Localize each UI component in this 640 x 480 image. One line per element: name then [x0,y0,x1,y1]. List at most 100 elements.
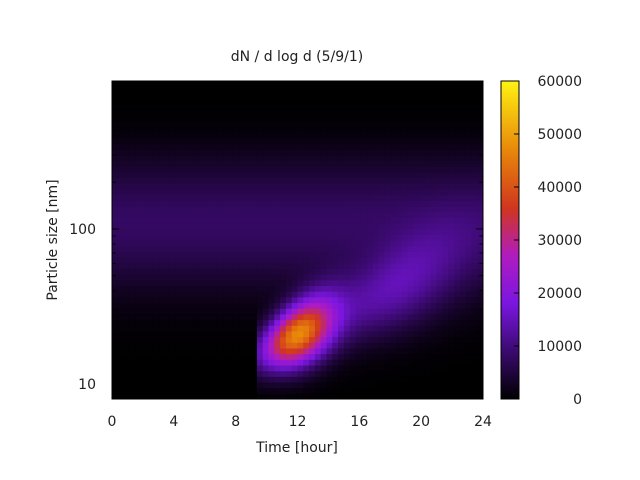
heatmap-cell [227,154,235,162]
heatmap-cell [430,98,438,105]
heatmap-cell [187,205,194,213]
heatmap-cell [146,149,154,156]
heatmap-cell [471,330,478,338]
heatmap-cell [274,364,281,372]
heatmap-cell [442,296,449,304]
heatmap-cell [378,319,386,326]
heatmap-cell [164,103,171,110]
heatmap-cell [407,330,415,338]
heatmap-cell [251,268,258,275]
heatmap-cell [355,370,362,377]
heatmap-cell [216,387,223,394]
heatmap-cell [164,205,171,213]
heatmap-cell [175,262,183,269]
heatmap-cell [419,353,426,360]
heatmap-cell [262,268,270,275]
heatmap-cell [210,313,217,321]
heatmap-cell [291,200,299,207]
heatmap-cell [477,194,483,201]
heatmap-cell [251,171,258,179]
heatmap-cell [314,330,322,338]
heatmap-cell [256,120,264,128]
heatmap-cell [430,86,438,93]
heatmap-cell [135,137,142,145]
heatmap-cell [239,103,246,110]
heatmap-cell [146,387,154,394]
heatmap-cell [390,217,397,224]
heatmap-cell [285,211,293,218]
heatmap-cell [262,376,270,383]
heatmap-cell [222,381,229,389]
heatmap-cell [396,166,403,173]
heatmap-cell [465,302,473,309]
heatmap-cell [442,92,449,99]
heatmap-cell [378,154,386,162]
heatmap-cell [181,325,188,332]
heatmap-cell [465,296,473,304]
heatmap-cell [187,194,194,201]
heatmap-cell [291,291,299,298]
heatmap-cell [309,393,316,399]
heatmap-cell [146,381,154,389]
heatmap-cell [245,336,252,343]
heatmap-cell [285,228,293,235]
heatmap-cell [285,171,293,179]
heatmap-cell [227,234,235,241]
heatmap-cell [401,302,409,309]
heatmap-cell [459,154,467,162]
heatmap-cell [332,166,339,173]
heatmap-cell [320,205,328,213]
heatmap-cell [140,342,148,349]
heatmap-cell [204,126,212,133]
heatmap-cell [309,81,316,88]
heatmap-cell [454,245,461,252]
heatmap-cell [169,205,177,213]
heatmap-cell [280,103,287,110]
heatmap-cell [135,342,142,349]
heatmap-cell [112,353,119,360]
heatmap-cell [117,211,125,218]
heatmap-cell [262,274,270,281]
heatmap-cell [280,166,287,173]
heatmap-cell [361,347,368,355]
heatmap-cell [210,370,217,377]
heatmap-cell [390,370,397,377]
heatmap-cell [314,149,322,156]
heatmap-cell [216,81,223,88]
heatmap-cell [152,81,159,88]
heatmap-cell [268,262,275,269]
heatmap-cell [285,308,293,315]
heatmap-cell [222,228,229,235]
heatmap-cell [169,120,177,128]
heatmap-cell [280,347,287,355]
heatmap-cell [430,103,438,110]
heatmap-cell [367,149,374,156]
heatmap-cell [314,166,322,173]
heatmap-cell [430,381,438,389]
heatmap-cell [227,92,235,99]
heatmap-cell [112,251,119,258]
heatmap-cell [169,240,177,247]
heatmap-cell [274,171,281,179]
heatmap-cell [355,166,362,173]
heatmap-cell [367,262,374,269]
heatmap-cell [285,325,293,332]
heatmap-cell [384,387,391,394]
heatmap-cell [251,359,258,366]
heatmap-cell [343,359,351,366]
heatmap-cell [349,347,357,355]
heatmap-cell [135,370,142,377]
heatmap-cell [361,177,368,184]
heatmap-cell [227,183,235,190]
heatmap-cell [268,143,275,150]
heatmap-cell [309,183,316,190]
heatmap-cell [181,143,188,150]
heatmap-cell [123,177,130,184]
heatmap-cell [152,285,159,292]
heatmap-cell [251,257,258,264]
heatmap-cell [210,211,217,218]
heatmap-cell [129,296,136,304]
heatmap-cell [175,330,183,338]
heatmap-cell [419,188,426,196]
heatmap-cell [320,177,328,184]
